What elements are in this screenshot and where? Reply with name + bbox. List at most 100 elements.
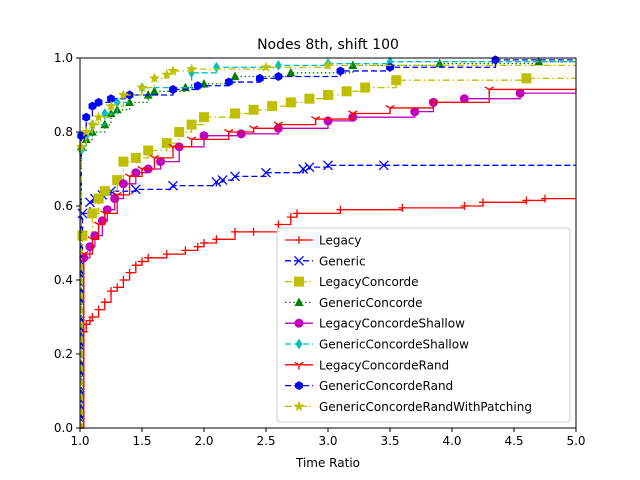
legend-label-Generic: Generic	[319, 254, 366, 268]
data-point-GenericConcordeRand-2	[82, 112, 91, 122]
data-point-GenericConcordeRandWithPatching-5	[105, 100, 117, 111]
data-point-Generic-9	[217, 175, 228, 186]
data-point-LegacyConcorde-22	[521, 73, 532, 84]
y-tick-label-0.6: 0.6	[54, 199, 73, 213]
data-point-GenericConcordeRand-8	[193, 81, 202, 91]
data-point-GenericConcordeRandWithPatching-9	[161, 68, 173, 80]
y-tick-label-0.0: 0.0	[54, 421, 73, 435]
legend-marker-GenericConcordeShallow	[295, 338, 303, 350]
data-point-Legacy-26	[460, 202, 469, 210]
data-point-Legacy-24	[336, 205, 345, 214]
data-point-Legacy-14	[162, 250, 171, 259]
data-point-Legacy-19	[231, 227, 239, 236]
data-point-LegacyConcordeRand-17	[428, 99, 439, 108]
data-point-GenericConcordeRand-4	[94, 97, 103, 107]
data-point-LegacyConcorde-4	[99, 186, 110, 197]
data-point-Legacy-27	[479, 198, 487, 207]
legend-marker-Generic	[294, 255, 304, 266]
y-tick-label-0.8: 0.8	[54, 125, 73, 139]
data-point-GenericConcordeRandWithPatching-11	[186, 63, 198, 74]
legend-box	[276, 227, 571, 423]
legend-label-LegacyConcorde: LegacyConcorde	[319, 275, 419, 289]
legend-entry-Generic: Generic	[285, 254, 366, 268]
data-point-GenericConcordeRand-9	[224, 77, 233, 87]
data-point-LegacyConcordeRand-11	[224, 128, 234, 137]
data-point-LegacyConcordeRand-2	[87, 236, 98, 245]
data-point-GenericConcordeRandWithPatching-1	[75, 141, 87, 152]
legend-entry-GenericConcordeRand: GenericConcordeRand	[285, 379, 453, 393]
data-point-Legacy-23	[293, 209, 301, 218]
data-point-LegacyConcorde-17	[304, 93, 315, 104]
legend-entry-LegacyConcordeRand: LegacyConcordeRand	[285, 358, 449, 372]
data-point-GenericConcordeRandWithPatching-3	[86, 118, 98, 130]
x-tick-label-5.0: 5.0	[566, 434, 585, 448]
data-point-GenericConcordeRandWithPatching-13	[322, 59, 334, 71]
legend-label-GenericConcorde: GenericConcorde	[319, 296, 423, 310]
data-point-LegacyConcorde-6	[118, 156, 129, 167]
legend-marker-GenericConcorde	[294, 297, 304, 306]
data-point-GenericConcorde-16	[534, 56, 544, 66]
x-tick-label-3.5: 3.5	[380, 434, 399, 448]
data-point-LegacyConcorde-18	[323, 90, 333, 100]
data-point-Legacy-6	[100, 298, 109, 307]
data-point-Generic-14	[323, 160, 333, 171]
data-point-GenericConcordeShallow-10	[275, 60, 282, 71]
data-point-Legacy-4	[88, 313, 97, 321]
data-point-LegacyConcorde-3	[93, 193, 104, 204]
data-point-Legacy-7	[107, 287, 115, 296]
data-point-LegacyConcorde-15	[267, 101, 278, 112]
data-point-GenericConcordeShallow-4	[101, 108, 109, 119]
series-line-GenericConcorde	[80, 61, 576, 429]
legend-label-Legacy: Legacy	[319, 234, 362, 248]
data-point-Legacy-18	[212, 235, 221, 244]
legend-marker-Legacy	[295, 236, 303, 244]
legend-entry-Legacy: Legacy	[285, 234, 362, 248]
x-tick-label-1.5: 1.5	[132, 434, 151, 448]
data-point-LegacyConcordeRand-15	[348, 110, 358, 119]
data-point-LegacyConcorde-1	[77, 230, 88, 241]
data-point-Generic-7	[168, 180, 178, 191]
data-point-Generic-12	[298, 164, 309, 174]
chart-title: Nodes 8th, shift 100	[257, 37, 399, 53]
data-point-Legacy-29	[541, 194, 549, 203]
data-point-LegacyConcordeRand-5	[112, 191, 122, 200]
legend-label-LegacyConcordeShallow: LegacyConcordeShallow	[319, 317, 465, 331]
data-point-GenericConcordeRandWithPatching-10	[167, 65, 179, 76]
data-point-Legacy-22	[286, 213, 295, 222]
data-point-Legacy-20	[249, 227, 258, 236]
legend-label-GenericConcordeRandWithPatching: GenericConcordeRandWithPatching	[319, 400, 532, 414]
data-point-GenericConcorde-13	[286, 67, 296, 77]
data-point-LegacyConcordeShallow-5	[102, 205, 112, 215]
data-point-LegacyConcordeRand-4	[100, 210, 110, 219]
data-point-LegacyConcorde-16	[285, 97, 296, 108]
data-point-GenericConcordeShallow-5	[113, 97, 121, 108]
data-point-GenericConcorde-14	[348, 60, 358, 69]
data-point-LegacyConcorde-2	[87, 208, 98, 219]
data-point-LegacyConcordeShallow-10	[156, 157, 166, 167]
data-point-Legacy-5	[94, 305, 103, 314]
data-point-LegacyConcorde-12	[199, 112, 209, 123]
data-point-Generic-1	[77, 208, 88, 219]
legend-label-GenericConcordeRand: GenericConcordeRand	[319, 379, 453, 393]
y-tick-label-0.2: 0.2	[54, 347, 73, 361]
data-point-LegacyConcordeRand-16	[385, 104, 395, 113]
legend-marker-LegacyConcorde	[294, 276, 304, 287]
data-point-GenericConcorde-9	[149, 86, 159, 95]
data-point-GenericConcordeRand-10	[255, 73, 264, 83]
data-point-Generic-2	[84, 197, 95, 208]
data-point-LegacyConcorde-21	[391, 75, 402, 86]
data-point-GenericConcordeRand-5	[107, 94, 115, 104]
legend-label-GenericConcordeShallow: GenericConcordeShallow	[319, 338, 469, 352]
data-point-GenericConcordeShallow-12	[386, 56, 394, 68]
data-point-Legacy-28	[522, 196, 531, 205]
legend-entry-LegacyConcorde: LegacyConcorde	[285, 275, 419, 289]
data-point-Legacy-17	[200, 239, 208, 247]
x-tick-label-1.0: 1.0	[70, 434, 89, 448]
data-point-LegacyConcordeRand-9	[168, 143, 178, 152]
data-point-Legacy-25	[398, 203, 407, 212]
legend-marker-GenericConcordeRandWithPatching	[293, 400, 305, 412]
data-point-LegacyConcordeRand-18	[484, 86, 494, 95]
data-point-GenericConcordeRandWithPatching-12	[260, 61, 272, 72]
data-point-LegacyConcorde-13	[230, 108, 240, 119]
